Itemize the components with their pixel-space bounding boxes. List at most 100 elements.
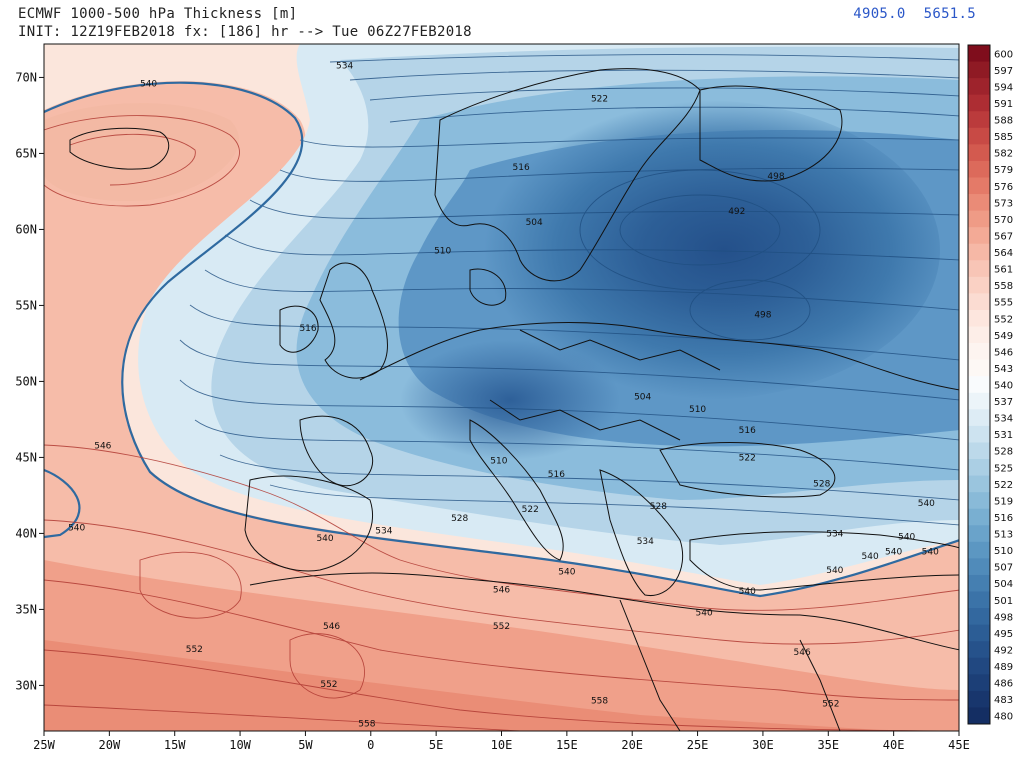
lon-tick-label: 15W	[164, 738, 186, 752]
colorbar-swatch	[968, 260, 990, 278]
contour-label: 546	[794, 648, 811, 658]
max-value: 5651.5	[923, 6, 976, 22]
contour-label: 516	[299, 324, 316, 334]
contour-label: 540	[862, 552, 879, 562]
lat-tick-label: 30N	[15, 678, 37, 692]
colorbar-label: 486	[994, 679, 1013, 690]
contour-label: 558	[591, 697, 608, 707]
lon-tick-label: 20E	[621, 738, 643, 752]
colorbar-label: 552	[994, 314, 1013, 325]
colorbar-label: 549	[994, 331, 1013, 342]
lon-tick-label: 25W	[33, 738, 55, 752]
colorbar-label: 537	[994, 397, 1013, 408]
scandinavia-coast	[434, 68, 701, 282]
colorbar-label: 489	[994, 662, 1013, 673]
colorbar-label: 495	[994, 629, 1013, 640]
colorbar-swatch	[968, 508, 990, 526]
contour-label: 528	[650, 502, 667, 512]
italy-coast	[469, 419, 564, 561]
colorbar-label: 597	[994, 66, 1013, 77]
colorbar-label: 561	[994, 265, 1013, 276]
colorbar-swatch	[968, 492, 990, 510]
contour-label: 540	[739, 587, 756, 597]
colorbar-swatch	[968, 376, 990, 394]
colorbar-swatch	[968, 293, 990, 311]
ireland-coast	[279, 305, 319, 353]
greece-coast	[599, 469, 684, 596]
colorbar-label: 510	[994, 546, 1013, 557]
contour-label: 504	[634, 393, 651, 403]
colorbar-label: 519	[994, 496, 1013, 507]
min-max-values: 4905.0 5651.5	[835, 5, 976, 23]
colorbar-swatch	[968, 525, 990, 543]
contour-label: 516	[513, 163, 530, 173]
lat-tick-label: 35N	[15, 602, 37, 616]
contour-label: 498	[767, 172, 784, 182]
colorbar-swatch	[968, 210, 990, 228]
contour-label: 528	[451, 514, 468, 524]
colorbar-swatch	[968, 343, 990, 361]
colorbar-label: 555	[994, 298, 1013, 309]
colorbar-swatch	[968, 309, 990, 328]
lon-tick-label: 20W	[99, 738, 121, 752]
contour-label: 546	[94, 441, 111, 451]
contour-label: 510	[434, 247, 451, 257]
contour-label: 516	[548, 470, 565, 480]
contour-label: 534	[826, 529, 843, 539]
cold-contours	[179, 54, 959, 526]
colorbar-swatch	[968, 276, 990, 294]
colorbar-swatch	[968, 459, 990, 477]
lat-tick-label: 45N	[15, 450, 37, 464]
colorbar-label: 600	[994, 49, 1013, 60]
map-field: 534 540 522 516 504 510 492 498 498 516 504 510 516 5…	[44, 44, 959, 731]
contour-label: 528	[813, 479, 830, 489]
lon-tick-label: 5E	[429, 738, 443, 752]
colorbar-swatch	[968, 227, 990, 245]
colorbar-label: 558	[994, 281, 1013, 292]
contour-label: 540	[918, 499, 935, 509]
colorbar-swatch	[968, 78, 990, 96]
contour-label: 504	[526, 218, 543, 228]
colorbar-swatch	[968, 591, 990, 609]
colorbar-label: 525	[994, 463, 1013, 474]
lon-tick-label: 15E	[556, 738, 578, 752]
lon-tick-label: 45E	[948, 738, 970, 752]
colorbar-label: 546	[994, 347, 1013, 358]
colorbar-label: 492	[994, 645, 1013, 656]
contour-label: 540	[826, 566, 843, 576]
contour-540	[44, 81, 959, 598]
colorbar-label: 543	[994, 364, 1013, 375]
colorbar-swatch	[968, 641, 990, 659]
colorbar-swatch	[968, 624, 990, 642]
latitude-axis: 70N 65N 60N 55N 50N 45N 40N 35N 30N	[15, 70, 44, 692]
warm-contours	[44, 115, 959, 731]
colorbar-label: 564	[994, 248, 1013, 259]
france-coast	[299, 415, 374, 487]
colorbar-swatch	[968, 409, 990, 427]
lon-tick-label: 10W	[229, 738, 251, 752]
iceland-coast	[69, 127, 170, 170]
contour-label: 540	[558, 567, 575, 577]
finland-coast	[699, 85, 843, 182]
colorbar-swatch	[968, 475, 990, 493]
colorbar: 600 597 594 591 588 585 582 579 576 573 570 567 564 5…	[967, 44, 1013, 725]
colorbar-frame	[967, 44, 991, 725]
colorbar-label: 534	[994, 414, 1013, 425]
black-sea-coast	[659, 442, 836, 498]
colorbar-label: 531	[994, 430, 1013, 441]
colorbar-swatch	[968, 657, 990, 675]
colorbar-swatch	[968, 61, 990, 79]
contour-label: 546	[493, 586, 510, 596]
colorbar-swatch	[968, 144, 990, 162]
contour-label: 540	[140, 80, 157, 90]
warm-field-far-south	[44, 640, 896, 731]
contour-label: 516	[739, 426, 756, 436]
colorbar-swatch	[968, 541, 990, 559]
lon-tick-label: 25E	[687, 738, 709, 752]
colorbar-swatch	[968, 558, 990, 576]
colorbar-swatch	[968, 94, 990, 112]
contour-label: 552	[493, 622, 510, 632]
contour-label: 510	[490, 456, 507, 466]
turkey-coast	[689, 531, 959, 591]
lat-tick-label: 50N	[15, 374, 37, 388]
